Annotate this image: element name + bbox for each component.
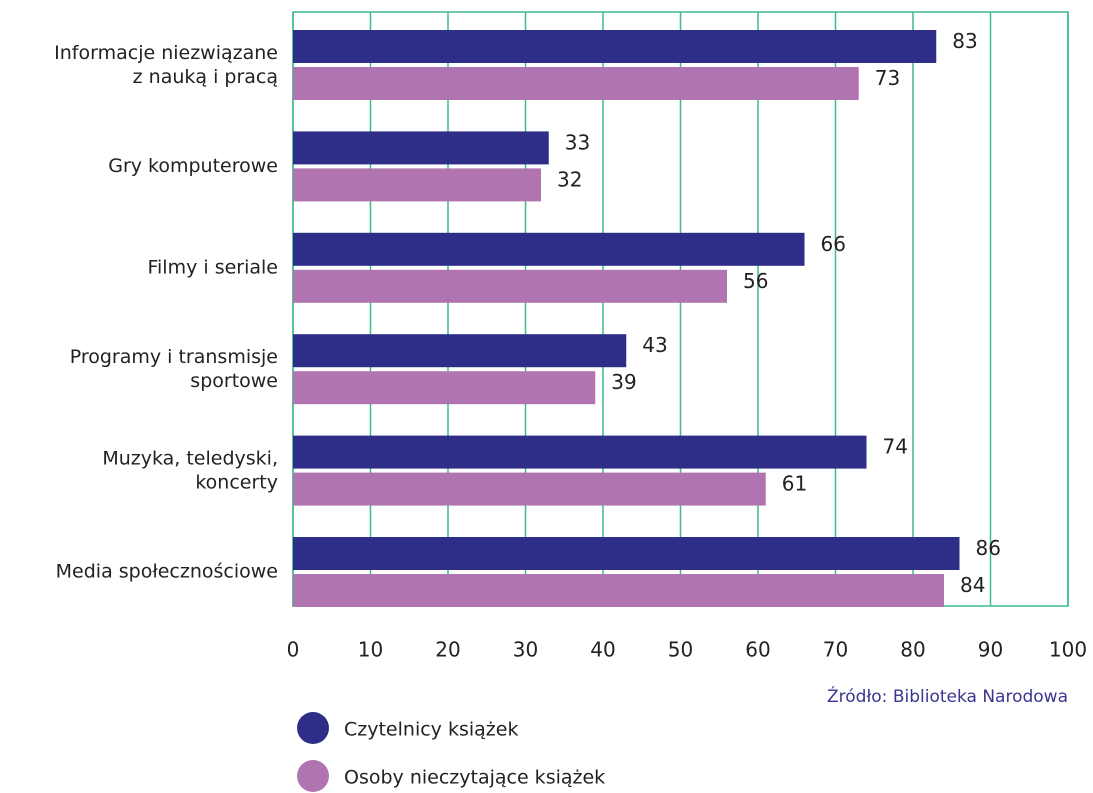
source: Źródło: Biblioteka Narodowa [827,685,1068,707]
value-label: 33 [565,130,590,154]
x-tick-label: 80 [900,638,925,662]
y-tick-label: Informacje niezwiązane z nauką i pracą [54,42,278,88]
bar [293,472,766,506]
legend-marker [297,760,329,792]
bar [293,537,960,570]
bar [293,168,541,202]
x-tick-label: 100 [1049,638,1087,662]
bar [293,30,937,63]
bar [293,269,727,303]
bar [293,371,596,405]
x-tick-label: 90 [978,638,1003,662]
legend-label: Czytelnicy książek [344,719,518,741]
x-tick-label: 40 [590,638,615,662]
value-label: 74 [883,435,908,459]
bar [293,574,944,607]
value-label: 56 [743,269,768,293]
y-tick-label: Muzyka, teledyski, koncerty [102,447,278,493]
y-tick-label: Gry komputerowe [108,155,278,177]
value-label: 84 [960,573,985,597]
bar [293,334,627,368]
x-tick-label: 20 [435,638,460,662]
y-tick-label: Filmy i seriale [147,256,278,278]
value-label: 66 [821,232,846,256]
bar [293,67,859,100]
value-label: 86 [976,536,1001,560]
x-tick-label: 50 [668,638,693,662]
value-label: 32 [557,167,582,191]
bar [293,232,805,266]
value-label: 73 [875,66,900,90]
legend-label: Osoby nieczytające książek [344,767,605,789]
x-tick-label: 0 [287,638,300,662]
x-tick-label: 10 [358,638,383,662]
x-tick-label: 70 [823,638,848,662]
bar [293,435,867,469]
y-tick-label: Programy i transmisje sportowe [70,346,278,392]
x-tick-label: 60 [745,638,770,662]
value-label: 61 [782,472,807,496]
value-label: 83 [952,29,977,53]
legend-marker [297,712,329,744]
bar [293,131,549,165]
value-label: 39 [611,370,636,394]
x-tick-label: 30 [513,638,538,662]
y-tick-label: Media społecznościowe [56,561,278,583]
value-label: 43 [642,333,667,357]
